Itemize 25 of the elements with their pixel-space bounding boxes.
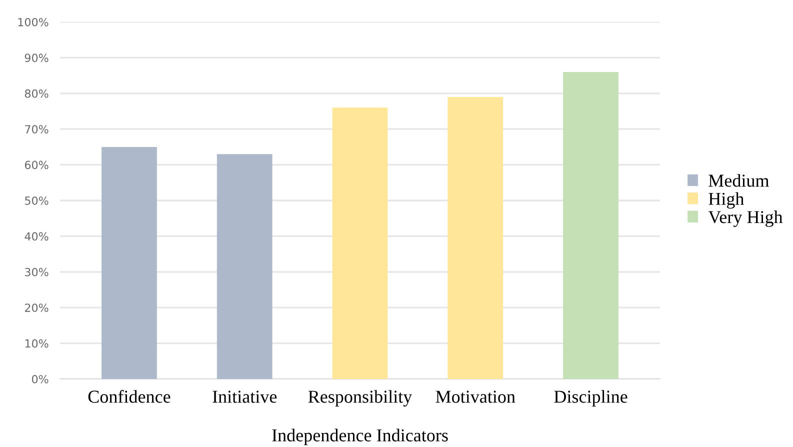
y-tick-label: 40% <box>24 232 48 241</box>
bar <box>563 72 618 379</box>
x-tick-label: Confidence <box>88 390 170 403</box>
y-tick-label: 10% <box>25 339 48 348</box>
legend-label: Medium <box>708 174 770 187</box>
x-axis-title: Independence Indicators <box>272 428 448 446</box>
x-tick-label: Initiative <box>212 390 277 403</box>
bar <box>216 154 272 379</box>
bar <box>332 108 388 379</box>
bar <box>102 146 157 379</box>
legend-label: High <box>708 192 744 209</box>
x-tick-label: Motivation <box>436 390 516 403</box>
legend-label: Very High <box>708 210 783 227</box>
y-tick-label: 80% <box>24 89 48 98</box>
y-tick-label: 50% <box>25 196 48 205</box>
y-tick-label: 20% <box>25 304 48 312</box>
y-tick-label: 30% <box>25 268 48 276</box>
y-tick-label: 90% <box>24 54 48 62</box>
y-tick-label: 60% <box>24 160 48 170</box>
y-tick-label: 0% <box>32 374 48 384</box>
y-tick-label: 100% <box>18 18 48 26</box>
y-tick-label: 70% <box>25 125 48 134</box>
x-tick-label: Discipline <box>554 390 628 406</box>
x-tick-label: Responsibility <box>308 390 412 407</box>
bar <box>448 96 504 379</box>
